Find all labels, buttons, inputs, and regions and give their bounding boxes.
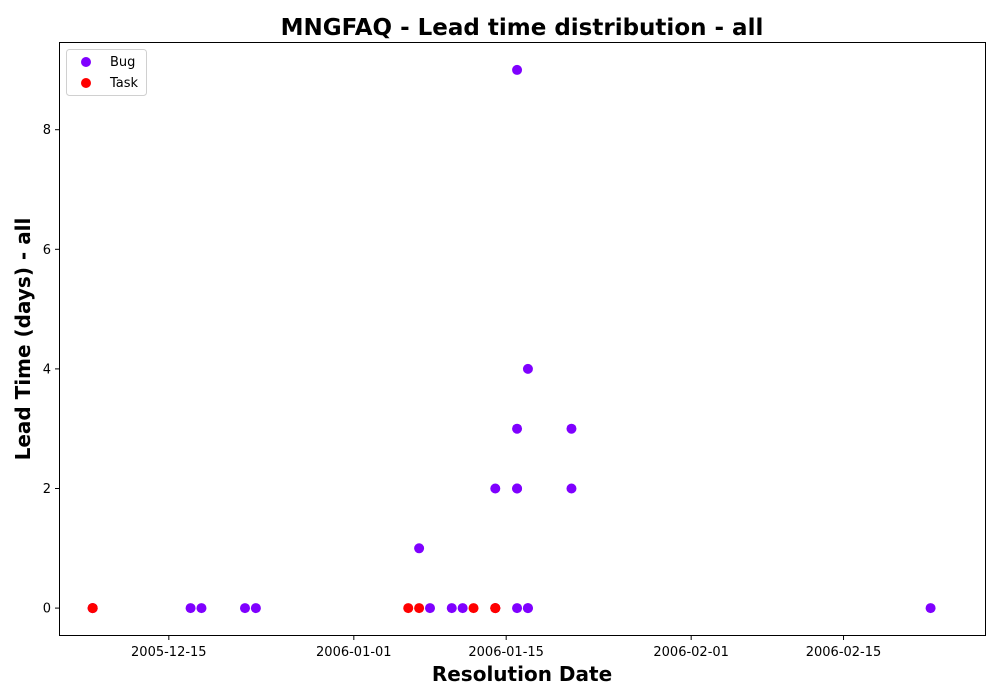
data-point-bug [425,603,435,614]
data-point-bug [457,603,468,614]
y-axis: 0 2 4 6 8 [43,123,60,617]
y-tick-label: 0 [43,602,51,617]
y-tick-label: 8 [43,123,51,138]
chart-title: MNGFAQ - Lead time distribution - all [281,15,764,41]
data-point-bug [512,603,523,614]
x-axis-label: Resolution Date [432,662,612,686]
data-point-bug [566,423,577,434]
x-tick-label: 2006-01-15 [468,645,544,660]
y-tick-label: 6 [43,243,51,258]
data-point-bug [490,483,501,494]
x-tick-label: 2005-12-15 [131,645,207,660]
legend-marker-bug [81,57,91,67]
data-point-bug [512,423,523,434]
x-axis: 2005-12-15 2006-01-01 2006-01-15 2006-02-01… [131,635,881,660]
data-point-task [490,603,501,614]
plot-area [59,42,986,636]
data-point-task [87,603,98,614]
data-point-task [468,603,479,614]
x-tick-label: 2006-01-01 [316,645,392,660]
legend-label-bug: Bug [110,55,135,70]
y-axis-label: Lead Time (days) - all [11,218,35,461]
data-point-bug [240,603,250,614]
legend: Bug Task [66,49,147,96]
y-tick-label: 4 [43,362,51,377]
data-point-task [403,603,414,614]
x-tick-label: 2006-02-15 [806,645,882,660]
data-points [87,64,936,614]
data-point-bug [566,483,577,494]
legend-label-task: Task [109,76,139,91]
data-point-bug [512,64,523,75]
data-point-bug [196,603,207,614]
data-point-bug [414,543,425,554]
data-point-bug [522,363,533,374]
data-point-bug [446,603,457,614]
data-point-bug [522,603,533,614]
y-tick-label: 2 [43,482,51,497]
legend-marker-task [81,78,91,88]
x-tick-label: 2006-02-01 [653,645,729,660]
data-point-task [414,603,425,614]
data-point-bug [512,483,523,494]
data-point-bug [250,603,261,614]
data-point-bug [925,603,936,614]
data-point-bug [185,603,196,614]
